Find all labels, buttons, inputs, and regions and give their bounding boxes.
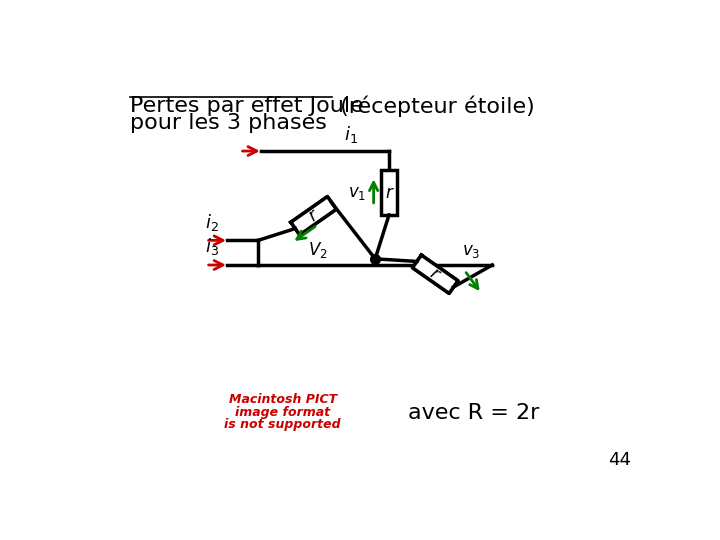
Text: 44: 44 xyxy=(608,451,631,469)
Polygon shape xyxy=(413,255,458,293)
Text: $v_3$: $v_3$ xyxy=(462,242,480,260)
Text: is not supported: is not supported xyxy=(225,418,341,431)
Text: (récepteur étoile): (récepteur étoile) xyxy=(333,96,534,117)
Text: $r$: $r$ xyxy=(426,264,444,285)
Text: pour les 3 phases: pour les 3 phases xyxy=(130,112,327,132)
Text: $i_3$: $i_3$ xyxy=(205,237,219,257)
Text: $r$: $r$ xyxy=(305,206,323,226)
Text: $r$: $r$ xyxy=(385,184,395,201)
Text: avec R = 2r: avec R = 2r xyxy=(408,403,539,423)
Text: $v_1$: $v_1$ xyxy=(348,184,366,201)
Text: $V_2$: $V_2$ xyxy=(307,240,327,260)
Bar xyxy=(381,170,397,215)
Text: Macintosh PICT: Macintosh PICT xyxy=(229,393,337,406)
Text: image format: image format xyxy=(235,406,330,419)
Text: $i_2$: $i_2$ xyxy=(205,212,219,233)
Text: $i_1$: $i_1$ xyxy=(343,124,357,145)
Text: Pertes par effet Joule: Pertes par effet Joule xyxy=(130,96,364,116)
Polygon shape xyxy=(291,197,336,235)
